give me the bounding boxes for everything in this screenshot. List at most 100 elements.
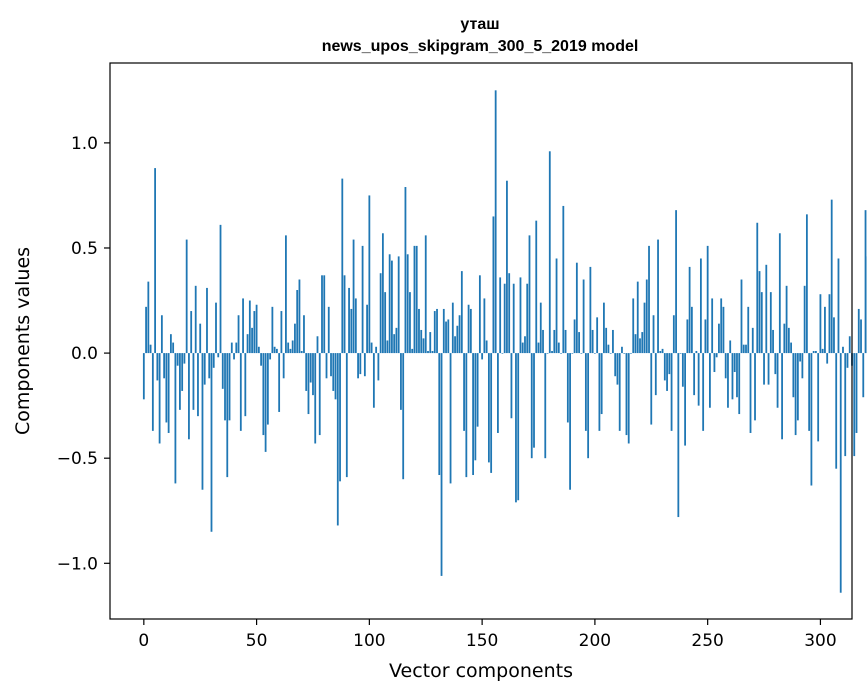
bar [695,350,698,354]
bar [593,353,596,354]
bar [774,353,777,375]
bar [460,271,463,354]
bar [557,342,560,354]
bar [564,329,567,354]
bar [366,304,368,354]
bar [772,329,774,354]
bar [208,353,211,379]
bar [415,245,418,354]
bar [384,292,387,354]
x-tick-label: 250 [691,631,723,651]
bar [442,308,445,354]
bar [819,294,822,354]
bar [199,323,202,354]
bar [521,342,524,354]
bar [472,353,474,476]
x-tick-label: 200 [579,631,611,651]
bar [704,319,707,354]
bar [197,353,199,417]
bar [151,353,154,431]
bar [492,216,495,354]
bar [641,332,644,354]
bar [248,300,251,354]
bar [321,275,323,354]
bar [767,353,770,385]
bar [165,353,168,423]
bar [776,353,779,408]
bar [575,262,578,354]
bar [535,220,538,354]
bar [539,302,542,354]
bar [506,180,508,354]
bar [447,319,450,354]
bar [684,353,686,446]
bar [648,245,650,354]
bar [406,254,409,354]
bar [855,353,858,433]
bar [785,285,788,354]
bar [386,340,389,354]
bar [418,308,420,354]
bar [824,306,826,354]
bar [438,353,441,476]
bar [632,298,635,354]
bar [853,353,856,457]
bar [587,353,590,459]
bar [817,353,820,442]
bar [769,292,772,354]
bar [149,344,152,354]
bar [287,342,290,354]
bar [242,298,244,354]
bar [154,168,156,354]
bar [751,327,754,354]
bar [183,353,186,364]
bar [729,340,732,354]
bar [681,353,684,387]
bar [758,271,761,354]
bar [481,353,484,360]
bar [528,235,531,354]
bar [747,306,750,354]
bar [614,353,617,377]
bar [485,340,488,354]
y-axis-label: Components values [12,247,34,435]
bar [839,353,842,593]
bar [375,346,378,354]
bar [190,311,193,354]
bar [244,353,247,417]
bar [546,353,549,354]
bar [167,353,170,433]
bar [821,348,824,354]
bar [456,325,459,354]
bar [715,353,718,358]
bar [264,353,267,452]
bar [217,353,220,358]
bar [497,353,499,433]
bar [830,199,833,354]
bar [605,327,608,354]
bar [454,336,456,354]
bar [627,353,630,444]
bar [350,308,353,354]
bar [783,323,786,354]
bar [801,353,804,379]
bar [201,353,204,490]
bar [742,344,745,354]
bar [215,302,217,354]
bar [810,353,813,486]
bar [630,353,632,354]
bar [357,353,359,379]
bar [422,338,425,354]
bar [686,319,689,354]
bar [616,353,619,385]
bar [508,273,511,354]
bar [253,311,256,354]
bar [792,353,795,398]
bar [379,273,382,354]
bar [621,346,623,354]
bar [440,353,443,576]
x-tick-label: 100 [353,631,385,651]
bar [266,353,269,425]
bar [233,353,235,360]
bar [305,353,308,391]
